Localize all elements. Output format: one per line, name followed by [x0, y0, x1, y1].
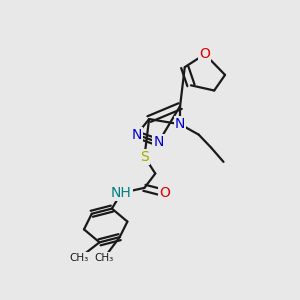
Text: CH₃: CH₃: [70, 253, 89, 263]
Text: NH: NH: [111, 186, 132, 200]
Text: N: N: [131, 128, 142, 142]
Text: O: O: [200, 47, 210, 61]
Text: N: N: [175, 117, 185, 131]
Text: N: N: [153, 135, 164, 149]
Text: CH₃: CH₃: [94, 253, 114, 263]
Text: O: O: [159, 186, 170, 200]
Text: S: S: [140, 150, 149, 164]
